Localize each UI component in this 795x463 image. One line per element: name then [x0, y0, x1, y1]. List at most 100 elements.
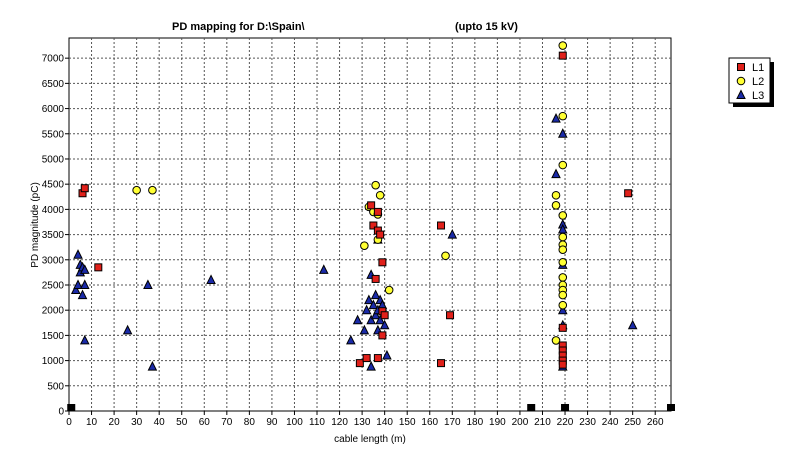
y-tick-label: 1000 [42, 356, 65, 367]
l3-point [375, 314, 385, 325]
l2-point [132, 185, 141, 195]
legend-label-l3: L3 [752, 90, 764, 102]
x-tick-label: 50 [176, 417, 188, 428]
x-tick-label: 260 [647, 417, 664, 428]
l3-point [627, 319, 638, 330]
data-points [70, 41, 638, 371]
y-tick-label: 3500 [42, 230, 65, 241]
l1-point [376, 230, 385, 239]
l2-point [441, 251, 450, 261]
y-tick-label: 6500 [42, 79, 65, 90]
y-tick-label: 3000 [42, 255, 65, 266]
l1-point [380, 311, 389, 320]
l3-point [79, 264, 90, 274]
x-tick-label: 220 [557, 417, 574, 428]
x-tick-label: 230 [579, 417, 596, 428]
l3-point [551, 113, 561, 123]
l2-point [558, 160, 568, 170]
l3-point [77, 289, 88, 300]
l2-point [558, 211, 568, 220]
l3-point [370, 309, 381, 320]
l2-point [558, 273, 568, 282]
l3-point [147, 361, 158, 371]
y-tick-label: 500 [47, 381, 64, 392]
l2-point [558, 290, 568, 300]
x-tick-label: 210 [534, 417, 551, 428]
position-markers [67, 404, 675, 411]
legend-marker-l3 [736, 89, 746, 99]
l1-point [378, 258, 387, 267]
x-tick-label: 120 [331, 417, 348, 428]
l1-point [378, 331, 387, 340]
x-tick-label: 240 [602, 417, 619, 428]
legend-label-l1: L1 [752, 62, 764, 74]
x-tick-label: 90 [266, 417, 278, 428]
l3-point [557, 128, 568, 138]
x-tick-label: 150 [399, 417, 416, 428]
l3-point [79, 334, 90, 345]
l1-point [558, 323, 567, 332]
y-tick-label: 2500 [42, 280, 65, 291]
l3-point [379, 319, 390, 330]
legend-marker-l2 [736, 76, 746, 86]
l3-point [370, 289, 381, 300]
x-tick-label: 200 [512, 417, 529, 428]
y-tick-label: 0 [58, 407, 64, 418]
l3-point [551, 168, 561, 179]
l3-point [557, 304, 568, 315]
grid-lines [69, 38, 671, 411]
l3-point [346, 334, 356, 345]
l2-point [371, 180, 380, 190]
x-tick-label: 140 [376, 417, 393, 428]
l1-point [369, 221, 378, 230]
position-marker [561, 404, 570, 411]
l1-point [373, 207, 382, 216]
l2-point [360, 241, 369, 250]
l3-point [70, 284, 81, 295]
x-tick-label: 170 [444, 417, 461, 428]
y-axis-ticks: 0 500 1000 1500 2000 2500 3000 3500 4000 4500 5000… [42, 54, 69, 418]
l3-point [73, 279, 83, 289]
y-tick-label: 6000 [42, 104, 65, 115]
legend-marker-l1 [737, 63, 745, 71]
x-tick-label: 80 [244, 417, 256, 428]
l2-point [148, 185, 157, 195]
y-axis-label: PD magnitude (pC) [30, 182, 41, 268]
x-tick-label: 60 [199, 417, 211, 428]
y-tick-label: 5000 [42, 154, 65, 165]
y-tick-label: 4500 [42, 180, 65, 191]
x-tick-label: 130 [354, 417, 371, 428]
position-marker [667, 404, 675, 411]
l1-point [437, 359, 446, 368]
l2-point [558, 41, 568, 50]
x-tick-label: 250 [624, 417, 641, 428]
y-tick-label: 4000 [42, 205, 65, 216]
legend: L1 L2 L3 [728, 57, 774, 107]
x-tick-label: 30 [131, 417, 143, 428]
y-tick-label: 5500 [42, 129, 65, 140]
l1-point [355, 359, 364, 368]
l2-point [384, 285, 394, 295]
x-tick-label: 160 [421, 417, 438, 428]
x-tick-label: 190 [489, 417, 506, 428]
l2-point [551, 336, 561, 345]
l2-point [558, 258, 568, 267]
l1-point [446, 311, 455, 320]
legend-box [728, 57, 771, 104]
l1-point [558, 51, 567, 60]
l3-point [364, 294, 374, 305]
chart-subtitle: (upto 15 kV) [455, 21, 518, 33]
x-tick-label: 100 [286, 417, 303, 428]
legend-label-l2: L2 [752, 76, 764, 88]
l3-point [318, 264, 329, 274]
l1-point [437, 221, 446, 230]
l3-point [361, 304, 372, 315]
l3-point [368, 299, 379, 310]
y-tick-label: 2000 [42, 306, 65, 317]
x-tick-label: 0 [66, 417, 72, 428]
l1-point [371, 274, 380, 283]
l3-point [382, 349, 392, 360]
x-axis-ticks: 0 10 20 30 40 50 60 70 80 90 100 110 120 130 140 150 160… [66, 411, 664, 428]
l1-point [94, 263, 103, 272]
x-axis-label: cable length (m) [334, 434, 406, 445]
